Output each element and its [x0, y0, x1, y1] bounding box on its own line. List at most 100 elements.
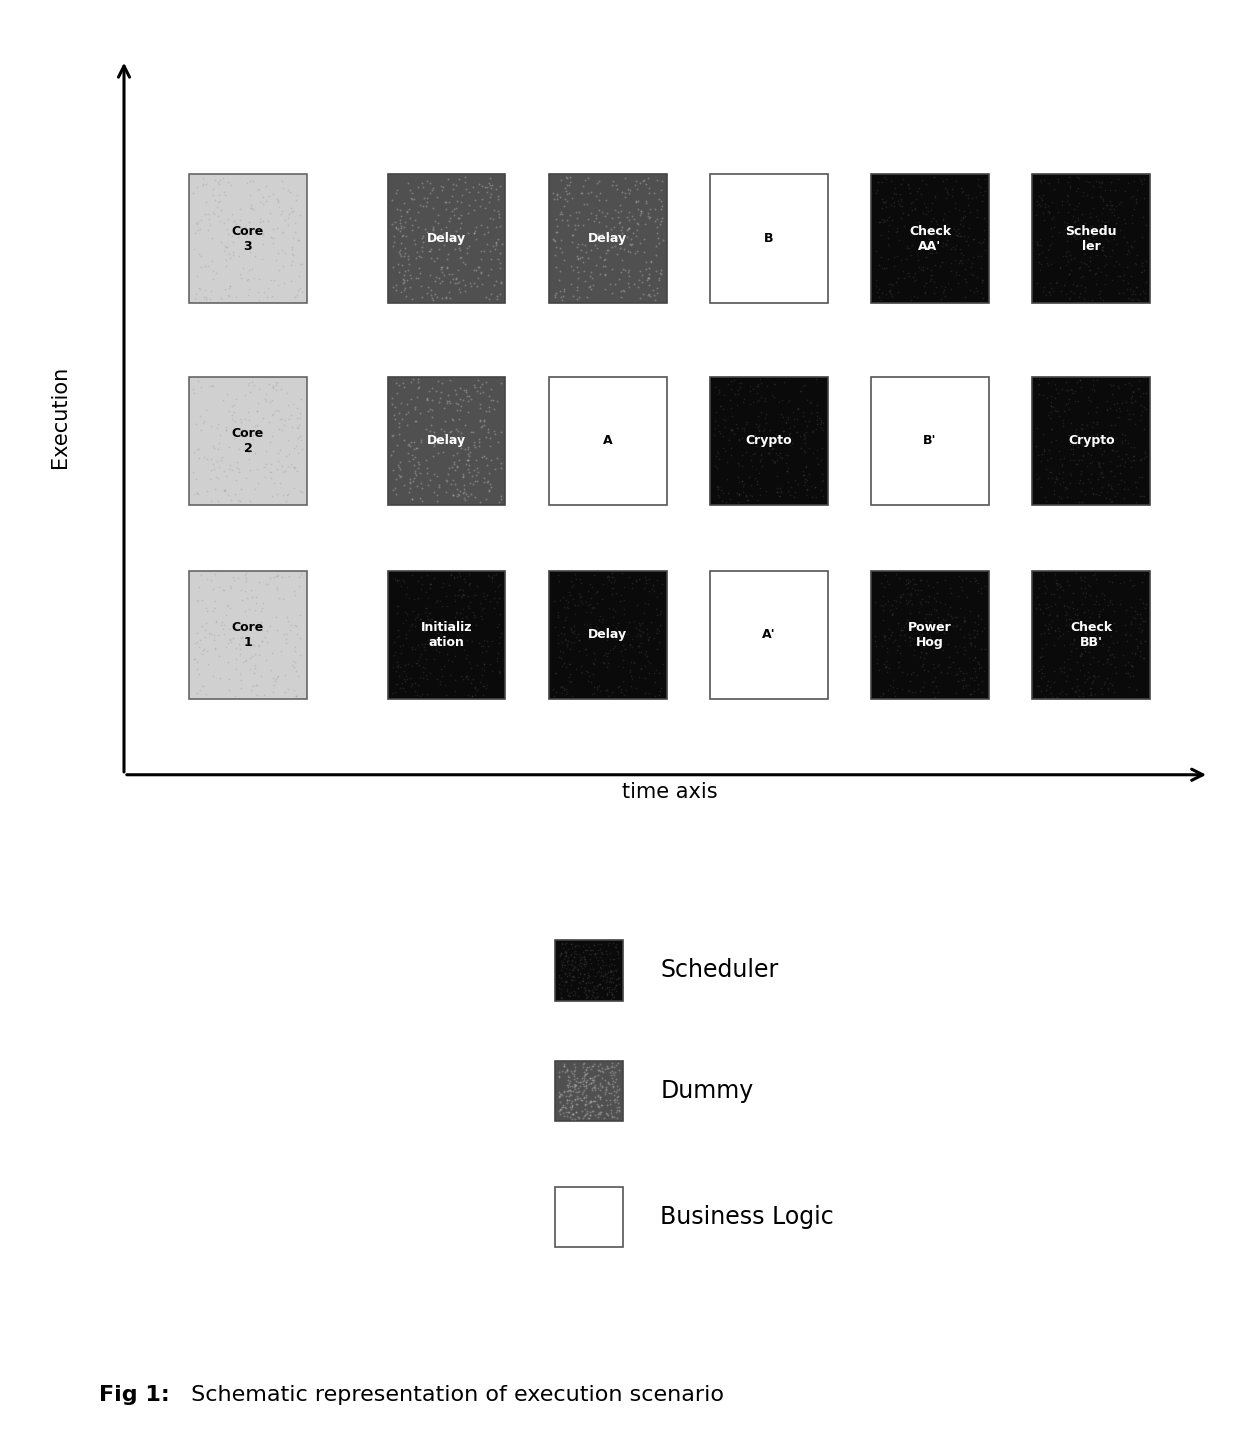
Point [866, 630, 885, 653]
Point [433, 178, 453, 201]
Point [650, 266, 670, 289]
Point [275, 409, 295, 432]
Point [1105, 564, 1125, 587]
Point [742, 448, 761, 471]
Point [1123, 380, 1143, 403]
Point [645, 199, 665, 222]
Point [238, 283, 258, 307]
Point [1064, 224, 1084, 248]
Point [645, 685, 665, 708]
Point [620, 659, 640, 682]
Point [1133, 396, 1153, 419]
Point [1071, 376, 1091, 399]
Point [1060, 243, 1080, 266]
Point [595, 214, 615, 237]
Point [283, 199, 303, 222]
Point [1034, 581, 1054, 604]
Point [646, 671, 666, 694]
FancyBboxPatch shape [556, 1187, 622, 1248]
Point [596, 1089, 616, 1112]
Point [579, 1072, 599, 1095]
Point [219, 242, 239, 265]
Point [590, 679, 610, 702]
Point [1086, 260, 1106, 283]
Point [604, 170, 624, 193]
Point [584, 682, 604, 705]
Point [413, 224, 433, 248]
Point [565, 1059, 585, 1082]
Point [925, 222, 945, 245]
Point [1095, 427, 1115, 450]
Point [1042, 417, 1061, 440]
Point [465, 676, 485, 699]
Point [247, 673, 267, 696]
Point [221, 577, 241, 600]
Point [806, 417, 826, 440]
Point [1050, 681, 1070, 704]
Point [1090, 436, 1110, 459]
Point [559, 964, 579, 987]
Point [280, 619, 300, 642]
Point [622, 233, 642, 256]
Point [558, 633, 578, 656]
Point [792, 374, 812, 397]
Point [567, 1073, 587, 1097]
Point [1118, 446, 1138, 469]
Point [254, 455, 274, 478]
Point [1120, 288, 1140, 311]
Point [1106, 212, 1126, 235]
Point [467, 255, 487, 278]
Point [1081, 602, 1101, 625]
Point [273, 220, 293, 243]
Point [404, 209, 424, 232]
Point [641, 610, 661, 633]
Point [422, 607, 441, 630]
Point [423, 177, 443, 200]
Point [1096, 610, 1116, 633]
Point [590, 604, 610, 627]
Point [228, 224, 248, 248]
Point [954, 206, 973, 229]
Point [940, 224, 960, 248]
Point [967, 619, 987, 642]
Point [382, 189, 402, 212]
Point [873, 207, 893, 230]
Point [573, 250, 593, 273]
Point [247, 458, 267, 481]
Point [205, 168, 224, 191]
Point [192, 639, 212, 662]
Point [557, 183, 577, 206]
Point [913, 587, 932, 610]
Point [427, 589, 446, 612]
Point [382, 387, 402, 410]
Point [564, 630, 584, 653]
Point [397, 393, 417, 416]
Point [603, 983, 622, 1006]
Point [458, 584, 477, 607]
Point [606, 1095, 626, 1118]
Point [565, 940, 585, 963]
Point [585, 1104, 605, 1127]
Point [216, 235, 236, 258]
Point [707, 440, 727, 463]
Point [391, 232, 410, 255]
Point [187, 213, 207, 236]
FancyBboxPatch shape [870, 571, 990, 699]
Point [578, 1056, 598, 1079]
Point [243, 423, 263, 446]
Point [901, 583, 921, 606]
Point [1076, 609, 1096, 632]
Point [787, 407, 807, 430]
Point [559, 1072, 579, 1095]
Point [897, 612, 916, 635]
Point [800, 463, 820, 486]
Point [260, 226, 280, 249]
Point [568, 1076, 588, 1099]
Point [604, 1105, 624, 1128]
Point [557, 1079, 577, 1102]
Point [573, 174, 593, 197]
Point [593, 1061, 613, 1084]
Point [574, 1104, 594, 1127]
Point [291, 429, 311, 452]
Point [272, 407, 291, 430]
